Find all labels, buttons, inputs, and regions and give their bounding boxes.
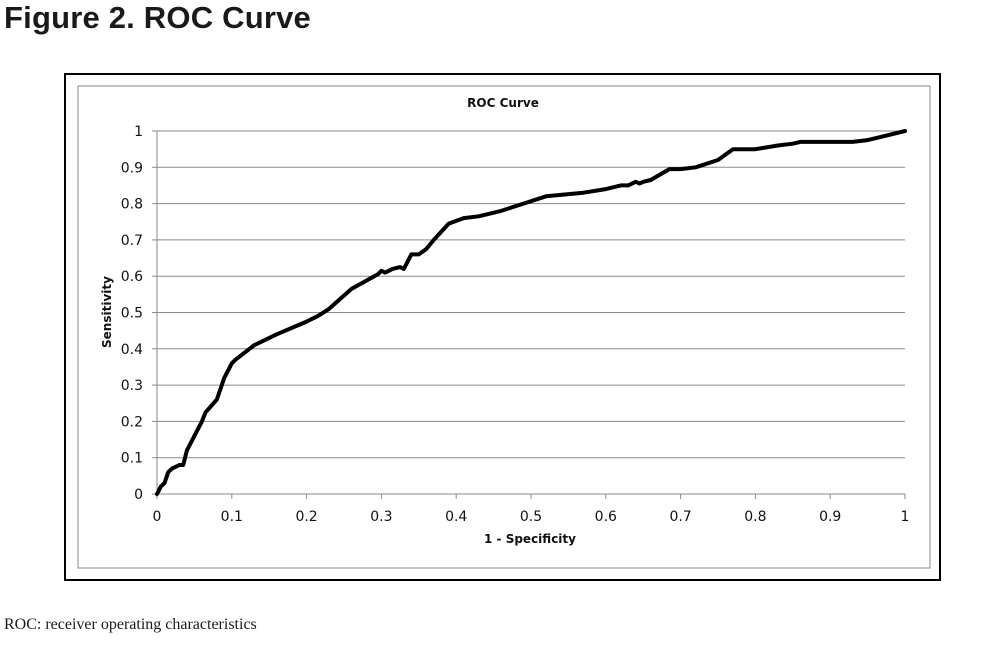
- y-axis-label: Sensitivity: [100, 276, 114, 348]
- y-tick-label: 1: [134, 124, 143, 140]
- x-tick-label: 0.1: [221, 509, 243, 525]
- x-tick-label: 0.6: [595, 509, 617, 525]
- tick-labels: 0 0.1 0.2 0.3 0.4 0.5 0.6 0.7 0.8 0.9 1 0 0.1 0.2 0.3 0…: [121, 124, 910, 525]
- series-layer: [155, 129, 907, 496]
- x-tick-label: 0: [153, 509, 162, 525]
- y-tick-label: 0.6: [121, 269, 143, 285]
- y-tick-label: 0: [134, 487, 143, 503]
- y-tick-label: 0.8: [121, 197, 143, 213]
- chart-title: ROC Curve: [467, 96, 539, 110]
- x-tick-label: 0.3: [370, 509, 392, 525]
- x-tick-label: 0.7: [669, 509, 691, 525]
- y-tick-label: 0.1: [121, 451, 143, 467]
- y-tick-label: 0.2: [121, 414, 143, 430]
- axes: [152, 130, 906, 499]
- y-tick-label: 0.4: [121, 342, 143, 358]
- x-tick-label: 0.9: [819, 509, 841, 525]
- y-tick-label: 0.7: [121, 233, 143, 249]
- plot-area-border: [77, 85, 931, 569]
- figure-caption: ROC: receiver operating characteristics: [4, 616, 257, 633]
- chart-frame: [64, 73, 941, 581]
- gridlines: [157, 130, 905, 459]
- y-tick-label: 0.9: [121, 160, 143, 176]
- x-tick-label: 0.2: [295, 509, 317, 525]
- y-tick-label: 0.5: [121, 306, 143, 322]
- x-tick-label: 1: [901, 509, 910, 525]
- x-tick-label: 0.4: [445, 509, 467, 525]
- roc-series-line: [155, 129, 907, 496]
- x-tick-label: 0.8: [744, 509, 766, 525]
- y-tick-label: 0.3: [121, 378, 143, 394]
- x-axis-label: 1 - Specificity: [484, 532, 576, 546]
- figure-title: Figure 2. ROC Curve: [4, 0, 311, 35]
- x-tick-label: 0.5: [520, 509, 542, 525]
